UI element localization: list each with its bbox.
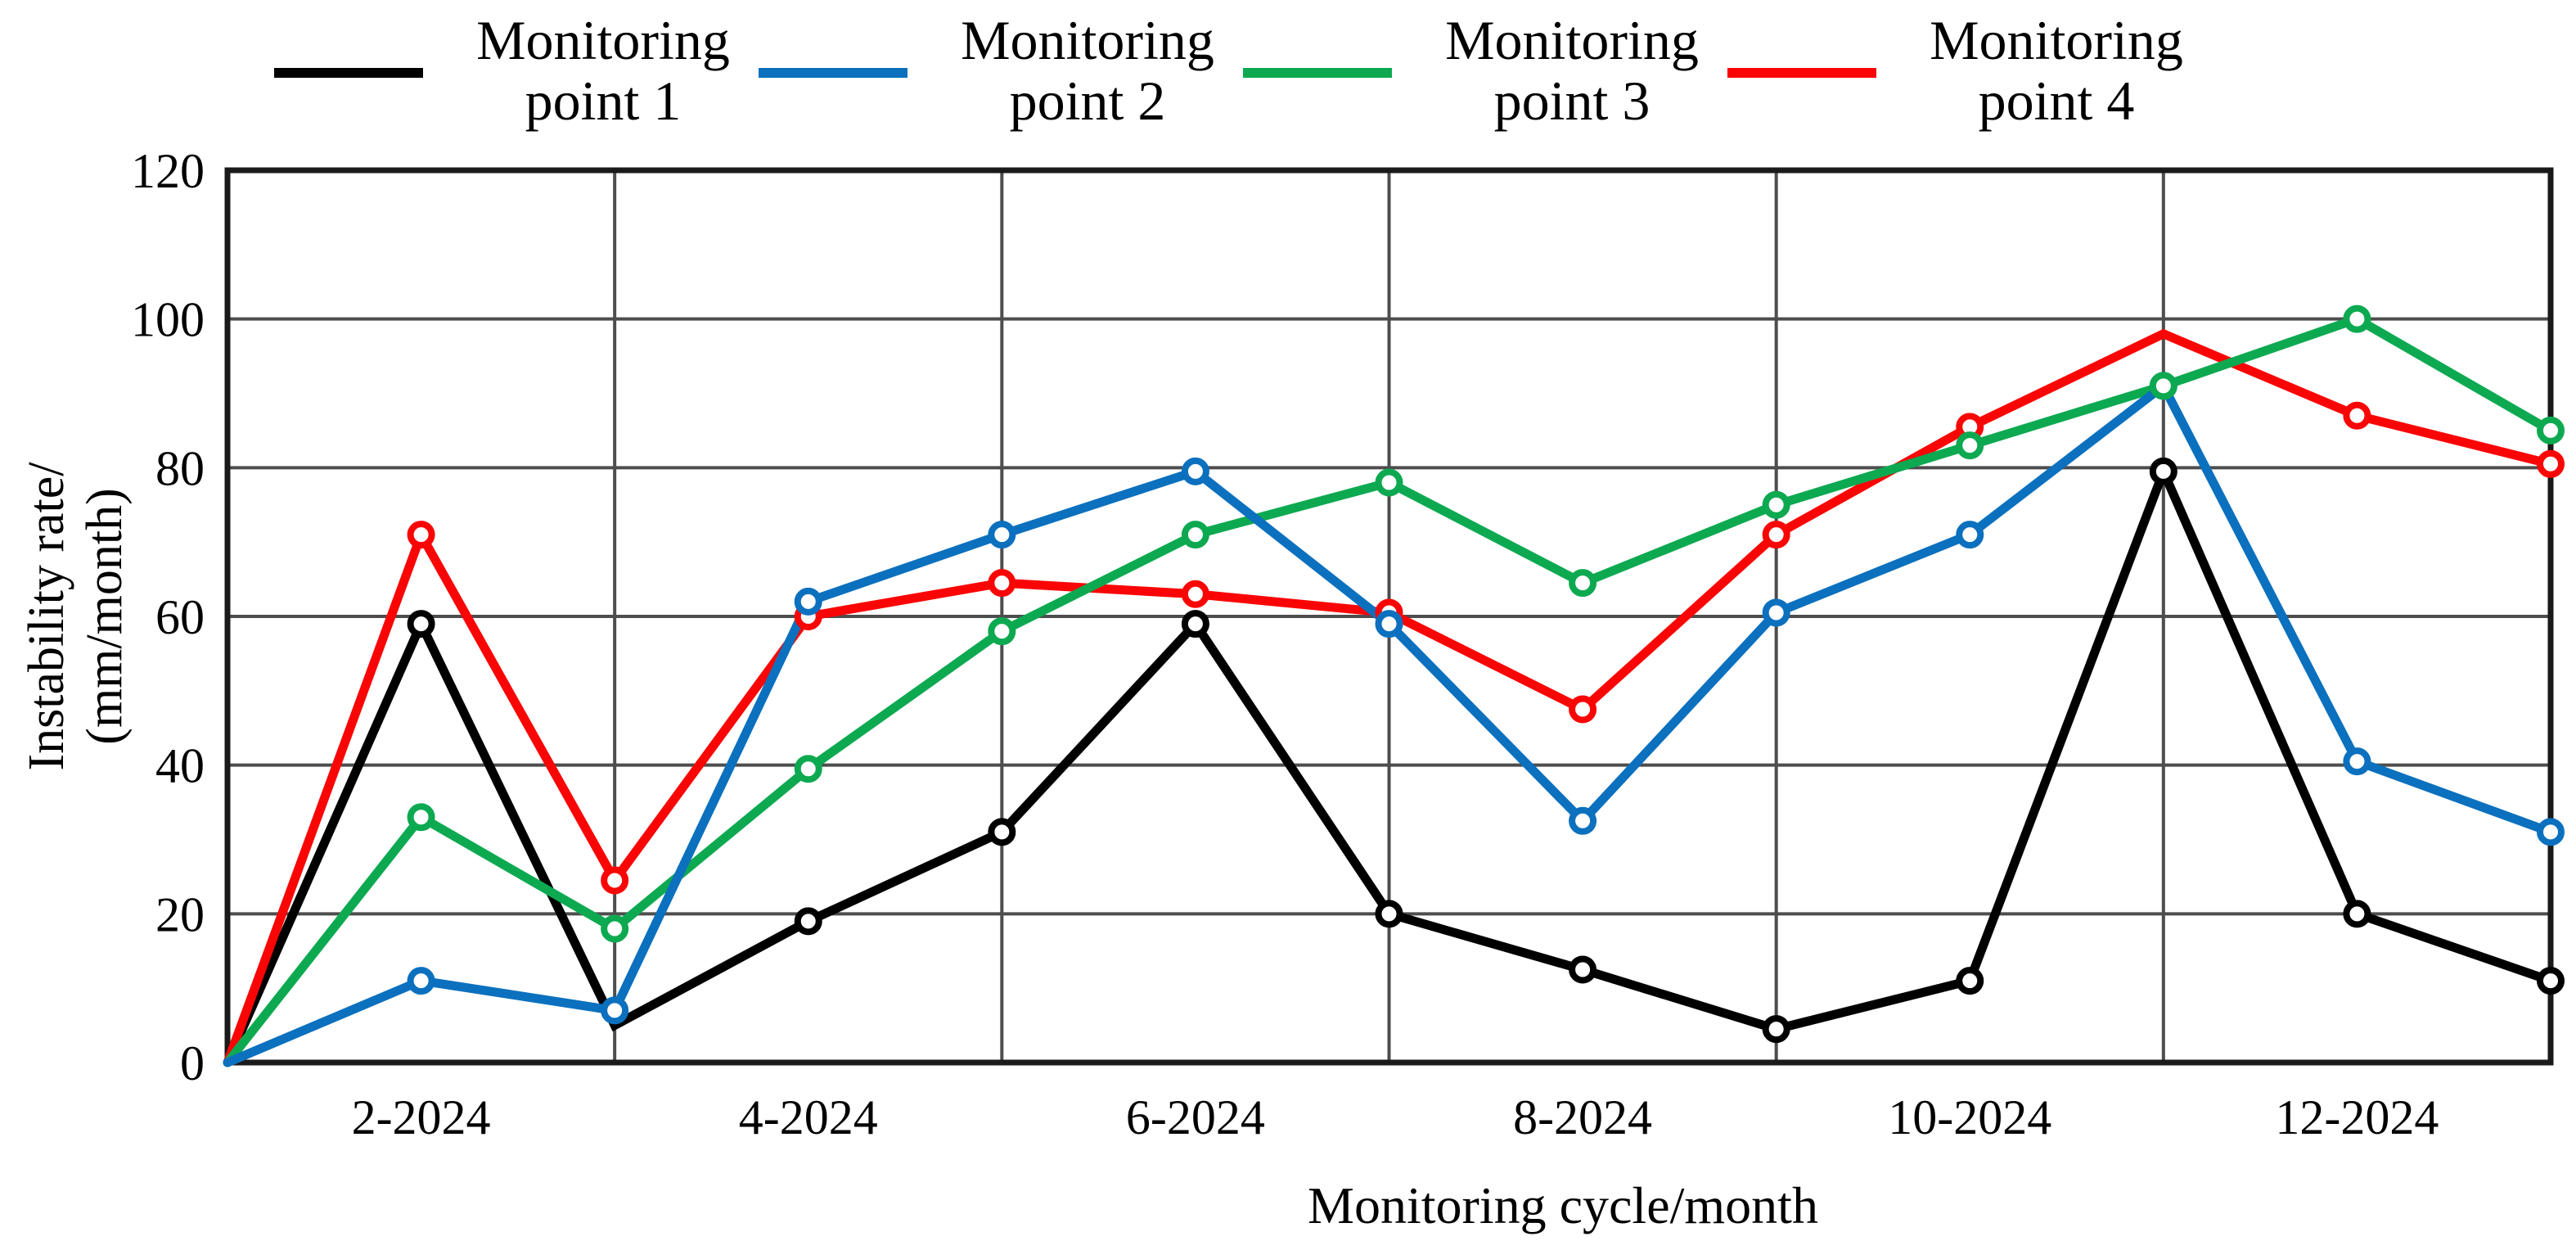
marker-monitoring-point-1 [1569, 955, 1597, 984]
marker-monitoring-point-4 [988, 569, 1016, 598]
marker-monitoring-point-1 [794, 907, 822, 936]
marker-monitoring-point-3 [794, 755, 822, 783]
legend-swatch-monitoring-point-2 [759, 68, 907, 78]
y-tick-label: 120 [131, 144, 205, 198]
y-tick-label: 60 [155, 590, 205, 644]
marker-monitoring-point-3 [1181, 521, 1209, 549]
y-tick-label: 40 [155, 739, 205, 793]
marker-monitoring-point-4 [1569, 695, 1597, 724]
marker-monitoring-point-2 [2537, 818, 2565, 846]
marker-monitoring-point-2 [1375, 610, 1403, 639]
plot-border [224, 167, 2554, 1066]
y-tick-label: 80 [155, 441, 205, 495]
x-tick-label: 12-2024 [2275, 1090, 2439, 1144]
marker-monitoring-point-1 [1956, 967, 1984, 995]
y-tick-label: 0 [180, 1036, 205, 1090]
marker-monitoring-point-2 [988, 521, 1016, 549]
marker-monitoring-point-1 [2537, 967, 2565, 995]
marker-monitoring-point-3 [2343, 305, 2371, 333]
marker-monitoring-point-1 [407, 610, 435, 639]
legend-label-line1: Monitoring [961, 9, 1214, 71]
legend-label-line1: Monitoring [1445, 9, 1699, 71]
marker-monitoring-point-1 [1375, 900, 1403, 928]
y-tick-label: 20 [155, 887, 205, 941]
marker-monitoring-point-2 [2343, 747, 2371, 776]
marker-monitoring-point-3 [1762, 490, 1790, 519]
marker-monitoring-point-3 [988, 617, 1016, 646]
marker-monitoring-point-3 [1956, 431, 1984, 460]
y-axis-title: Instability rate/(mm/month) [19, 462, 133, 771]
x-axis-tick-labels: 2-2024 4-2024 6-2024 8-2024 10-2024 12-2024 [352, 1090, 2439, 1144]
x-tick-label: 2-2024 [352, 1090, 491, 1144]
marker-monitoring-point-4 [2537, 449, 2565, 478]
marker-monitoring-point-3 [2149, 372, 2177, 400]
marker-monitoring-point-2 [1569, 806, 1597, 835]
legend-label-line1: Monitoring [476, 9, 730, 71]
marker-monitoring-point-2 [407, 967, 435, 995]
y-tick-label: 100 [131, 293, 205, 347]
legend-label-line2: point 1 [525, 70, 682, 132]
y-axis-title-line: (mm/month) [77, 488, 133, 744]
legend-label-line2: point 3 [1494, 70, 1651, 132]
marker-monitoring-point-3 [1375, 468, 1403, 497]
marker-monitoring-point-1 [1181, 610, 1209, 639]
marker-monitoring-point-4 [2343, 401, 2371, 430]
x-tick-label: 6-2024 [1126, 1090, 1265, 1144]
legend-label-line1: Monitoring [1930, 9, 2183, 71]
marker-monitoring-point-4 [1181, 580, 1209, 608]
marker-monitoring-point-3 [601, 914, 629, 943]
x-tick-label: 4-2024 [739, 1090, 878, 1144]
legend-swatch-monitoring-point-3 [1243, 68, 1392, 78]
x-axis-title: Monitoring cycle/month [1308, 1176, 1818, 1234]
marker-monitoring-point-2 [1956, 521, 1984, 549]
x-tick-label: 10-2024 [1888, 1090, 2051, 1144]
y-axis-tick-labels: 0 20 40 60 80 100 120 [131, 144, 205, 1090]
legend-label-line2: point 4 [1979, 70, 2135, 132]
marker-monitoring-point-1 [2343, 900, 2371, 928]
x-tick-label: 8-2024 [1513, 1090, 1652, 1144]
marker-monitoring-point-4 [407, 521, 435, 549]
marker-monitoring-point-2 [1181, 457, 1209, 485]
legend-label-line2: point 2 [1010, 70, 1166, 132]
marker-monitoring-point-1 [1762, 1015, 1790, 1044]
marker-monitoring-point-4 [601, 866, 629, 895]
marker-monitoring-point-4 [1762, 521, 1790, 549]
marker-monitoring-point-1 [2149, 457, 2177, 485]
marker-monitoring-point-3 [407, 803, 435, 832]
marker-monitoring-point-3 [1569, 569, 1597, 598]
legend-swatch-monitoring-point-1 [274, 68, 423, 78]
marker-monitoring-point-3 [2537, 416, 2565, 444]
marker-monitoring-point-2 [794, 587, 822, 616]
y-axis-title-line: Instability rate/ [19, 462, 74, 771]
legend-swatch-monitoring-point-4 [1727, 68, 1876, 78]
marker-monitoring-point-2 [1762, 598, 1790, 627]
marker-monitoring-point-2 [601, 996, 629, 1025]
marker-monitoring-point-1 [988, 818, 1016, 846]
series-markers [407, 305, 2565, 1044]
